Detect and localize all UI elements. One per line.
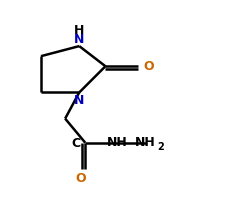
Text: H: H bbox=[74, 24, 84, 37]
Text: O: O bbox=[75, 171, 86, 184]
Text: N: N bbox=[74, 94, 84, 107]
Text: C: C bbox=[71, 137, 80, 150]
Text: O: O bbox=[144, 60, 154, 72]
Text: N: N bbox=[74, 33, 84, 46]
Text: 2: 2 bbox=[157, 141, 164, 151]
Text: NH: NH bbox=[107, 136, 128, 149]
Text: NH: NH bbox=[135, 136, 156, 149]
